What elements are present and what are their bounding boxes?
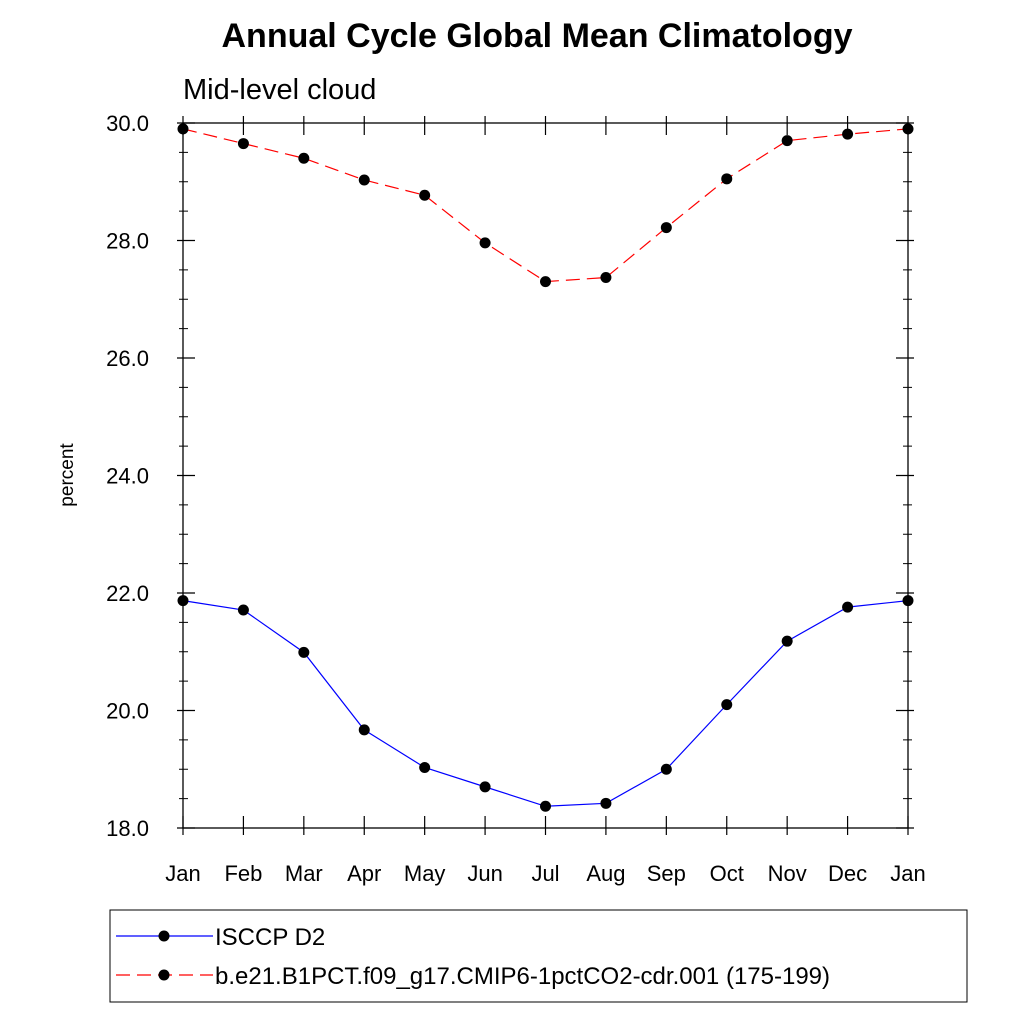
plot-frame <box>182 122 909 829</box>
x-tick-label: Apr <box>347 861 381 886</box>
data-point <box>540 800 551 812</box>
data-point <box>419 189 431 201</box>
legend-entries: ISCCP D2 b.e21.B1PCT.f09_g17.CMIP6-1pctCO… <box>116 924 830 990</box>
x-tick-label: Mar <box>285 861 323 886</box>
x-tick-label: Jan <box>890 861 925 886</box>
legend-label: ISCCP D2 <box>215 924 325 951</box>
series-line <box>182 128 909 283</box>
data-point <box>600 797 612 809</box>
y-tick-label: 30.0 <box>106 111 149 136</box>
data-point <box>358 724 370 736</box>
data-point <box>842 601 854 613</box>
data-point <box>237 138 249 150</box>
data-point <box>358 174 370 186</box>
x-tick-label: Jul <box>531 861 559 886</box>
x-tick-label: Feb <box>224 861 262 886</box>
data-point <box>479 237 491 249</box>
data-point <box>781 135 793 147</box>
series-layer <box>177 123 914 812</box>
y-axis-label: percent <box>57 443 78 507</box>
y-tick-label: 26.0 <box>106 346 149 371</box>
x-tick-label: Jan <box>165 861 200 886</box>
data-point <box>237 604 249 616</box>
legend-marker <box>158 969 170 981</box>
x-tick-label: Aug <box>586 861 625 886</box>
x-tick-label: Oct <box>710 861 744 886</box>
x-tick-label: Sep <box>647 861 686 886</box>
x-tick-label: Dec <box>828 861 867 886</box>
data-point <box>721 699 733 711</box>
legend-box <box>109 909 968 1003</box>
y-tick-label: 20.0 <box>106 699 149 724</box>
data-point <box>600 272 612 284</box>
data-point <box>660 763 672 775</box>
series-0 <box>177 595 914 812</box>
series-line <box>182 600 909 807</box>
data-point <box>298 152 310 164</box>
legend: ISCCP D2 b.e21.B1PCT.f09_g17.CMIP6-1pctCO… <box>109 909 968 1003</box>
data-point <box>419 761 431 773</box>
x-tick-label: Jun <box>467 861 502 886</box>
y-tick-label: 22.0 <box>106 581 149 606</box>
data-point <box>479 781 491 793</box>
chart-subtitle: Mid-level cloud <box>183 74 376 106</box>
y-tick-labels: 18.0 20.0 22.0 24.0 26.0 28.0 30.0 <box>106 111 149 841</box>
x-tick-label: May <box>404 861 446 886</box>
y-tick-label: 28.0 <box>106 229 149 254</box>
data-point <box>721 173 733 185</box>
data-point <box>298 646 310 658</box>
chart-title: Annual Cycle Global Mean Climatology <box>222 17 853 55</box>
data-point <box>660 222 672 234</box>
x-tick-labels: Jan Feb Mar Apr May Jun Jul Aug Sep Oct Nov Dec Jan <box>165 861 925 886</box>
data-point <box>781 635 793 647</box>
y-tick-label: 24.0 <box>106 464 149 489</box>
data-point <box>540 276 551 288</box>
y-tick-label: 18.0 <box>106 816 149 841</box>
x-tick-label: Nov <box>768 861 807 886</box>
axis-ticks <box>177 116 914 835</box>
data-point <box>842 128 854 140</box>
legend-label: b.e21.B1PCT.f09_g17.CMIP6-1pctCO2-cdr.00… <box>215 963 830 990</box>
legend-marker <box>158 930 170 942</box>
series-1 <box>177 123 914 288</box>
